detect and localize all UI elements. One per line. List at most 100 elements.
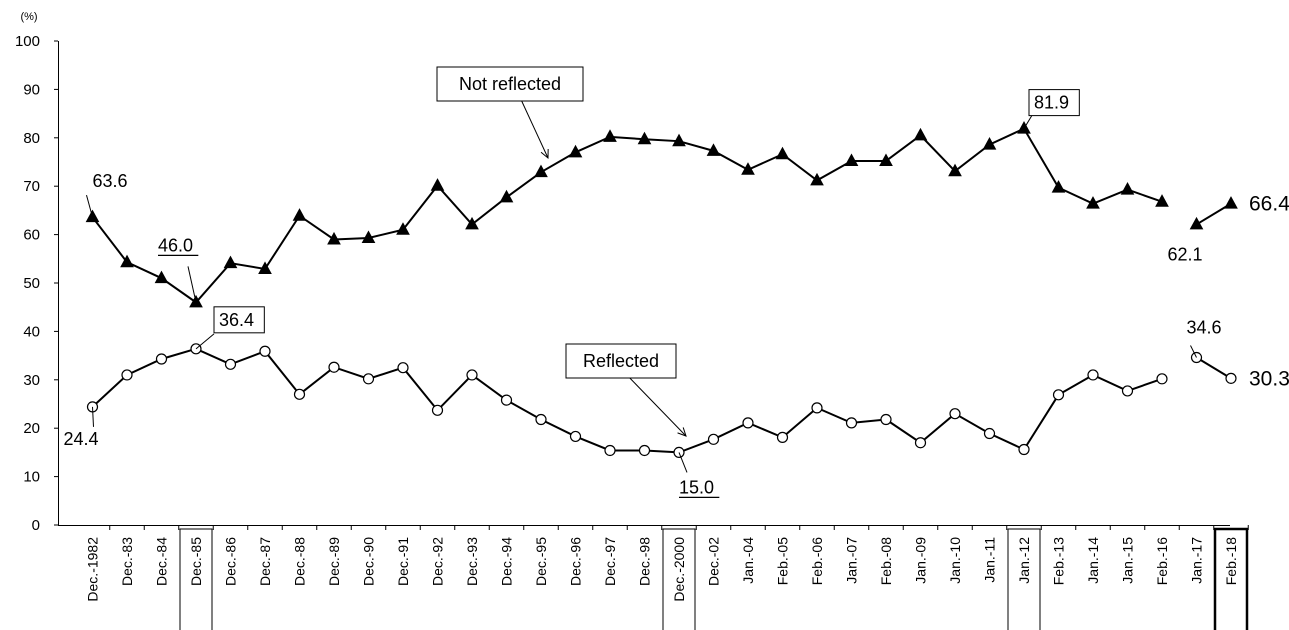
- point-not-reflected: [1120, 182, 1135, 195]
- x-tick-label: Dec.-97: [602, 537, 618, 586]
- x-tick-label: Feb.-16: [1154, 537, 1170, 585]
- y-tick-label: 70: [23, 178, 40, 195]
- point-reflected: [638, 444, 651, 457]
- data-label-reflected: 34.6: [1187, 318, 1222, 338]
- point-not-reflected: [258, 261, 272, 274]
- data-label-leader: [187, 266, 197, 303]
- point-reflected: [569, 430, 582, 443]
- x-tick-label: Dec.-1982: [85, 537, 101, 602]
- point-not-reflected: [465, 216, 479, 230]
- point-reflected: [811, 402, 823, 414]
- point-reflected: [707, 433, 720, 445]
- series-line-reflected: [91, 347, 1163, 454]
- point-reflected: [155, 353, 168, 365]
- point-not-reflected: [396, 222, 410, 235]
- point-not-reflected: [120, 254, 134, 268]
- x-tick-label: Dec.-95: [533, 537, 549, 586]
- point-not-reflected: [1224, 196, 1238, 209]
- y-tick-label: 50: [23, 275, 40, 292]
- y-tick-label: 90: [23, 81, 40, 98]
- point-not-reflected: [154, 270, 169, 284]
- point-not-reflected: [706, 143, 721, 156]
- point-reflected: [776, 431, 789, 443]
- point-not-reflected: [1155, 194, 1169, 207]
- point-reflected: [1087, 369, 1099, 381]
- point-reflected: [1156, 373, 1168, 385]
- series-name-not-reflected: Not reflected: [459, 74, 561, 94]
- point-not-reflected: [637, 131, 652, 145]
- point-reflected: [362, 373, 375, 385]
- x-tick-label: Dec.-86: [223, 537, 239, 586]
- data-label-not-reflected: 63.6: [93, 171, 128, 191]
- point-reflected: [1018, 443, 1030, 456]
- x-tick-label: Jan.-12: [1016, 537, 1032, 584]
- point-reflected: [1052, 389, 1065, 401]
- point-not-reflected: [292, 208, 307, 221]
- point-reflected: [224, 358, 237, 370]
- x-tick-label: Dec.-96: [568, 537, 584, 586]
- point-not-reflected: [499, 189, 514, 203]
- point-not-reflected: [948, 163, 962, 177]
- data-label-leader: [678, 452, 688, 473]
- point-reflected: [259, 345, 271, 357]
- point-reflected: [845, 417, 858, 429]
- x-tick-label: Jan.-09: [913, 537, 929, 584]
- y-tick-label: 100: [15, 33, 40, 50]
- y-tick-label: 40: [23, 323, 40, 340]
- callout-arrow-reflected: [629, 377, 687, 437]
- x-tick-label: Feb.-13: [1051, 537, 1067, 585]
- point-reflected: [535, 413, 547, 426]
- x-tick-label: Feb.-08: [878, 537, 894, 585]
- x-tick-label: Dec.-89: [326, 537, 342, 586]
- x-tick-label: Dec.-90: [361, 537, 377, 586]
- x-tick-label: Dec.-83: [119, 537, 135, 586]
- point-reflected: [880, 413, 892, 426]
- x-tick-label: Dec.-94: [499, 537, 515, 586]
- point-reflected: [466, 369, 478, 381]
- y-tick-label: 30: [23, 372, 40, 389]
- point-reflected: [121, 369, 133, 381]
- category-highlight-box: [1007, 528, 1041, 630]
- point-not-reflected: [1017, 121, 1031, 134]
- callout-box-not-reflected: [436, 66, 584, 102]
- x-tick-label: Jan.-10: [947, 537, 963, 584]
- point-reflected: [1121, 385, 1134, 397]
- point-not-reflected: [844, 153, 859, 167]
- data-labels: 63.6 46.0 81.9 62.1 66.4 24.4 36.4 15.0 34.6 30.3…: [64, 66, 1289, 498]
- point-not-reflected: [982, 137, 997, 150]
- x-tick-label: Jan.-04: [740, 537, 756, 584]
- x-tick-label: Jan.-15: [1120, 537, 1136, 584]
- data-label-leader: [1190, 345, 1197, 358]
- series-markers: [85, 121, 1238, 458]
- x-tick-label: Dec.-2000: [671, 537, 687, 602]
- x-tick-label: Jan.-07: [844, 537, 860, 584]
- data-label-leader: [86, 195, 93, 218]
- y-axis-unit-label: (%): [20, 11, 37, 23]
- point-reflected: [742, 417, 754, 429]
- category-highlight-box: [1213, 527, 1249, 630]
- x-tick-label: Dec.-92: [430, 537, 446, 586]
- point-not-reflected: [775, 146, 790, 160]
- point-not-reflected: [361, 230, 376, 243]
- data-label-box: [1028, 89, 1080, 117]
- data-label-leader: [195, 333, 215, 350]
- callout-box-reflected: [565, 343, 677, 379]
- y-tick-label: 0: [32, 517, 40, 534]
- x-tick-label: Dec.-93: [464, 537, 480, 586]
- x-tick-label: Jan.-14: [1085, 537, 1101, 584]
- x-tick-label: Dec.-84: [154, 537, 170, 586]
- y-tick-label: 80: [23, 130, 40, 147]
- data-label-reflected: 24.4: [64, 429, 99, 449]
- data-label-reflected: 36.4: [219, 310, 254, 330]
- point-not-reflected: [223, 255, 238, 269]
- x-tick-label: Dec.-91: [395, 537, 411, 586]
- x-tick-label: Dec.-87: [257, 537, 273, 586]
- data-label-not-reflected: 81.9: [1034, 93, 1069, 113]
- point-reflected: [914, 437, 927, 449]
- axes: 0 10 20 30 40 50 60 70 80 90 100 Dec.-1982 Dec.-83 De…: [15, 33, 1249, 630]
- point-reflected: [604, 444, 616, 457]
- point-not-reflected: [1051, 180, 1066, 193]
- point-reflected: [431, 404, 444, 416]
- data-label-leader: [92, 406, 94, 427]
- data-label-reflected: 15.0: [679, 477, 714, 497]
